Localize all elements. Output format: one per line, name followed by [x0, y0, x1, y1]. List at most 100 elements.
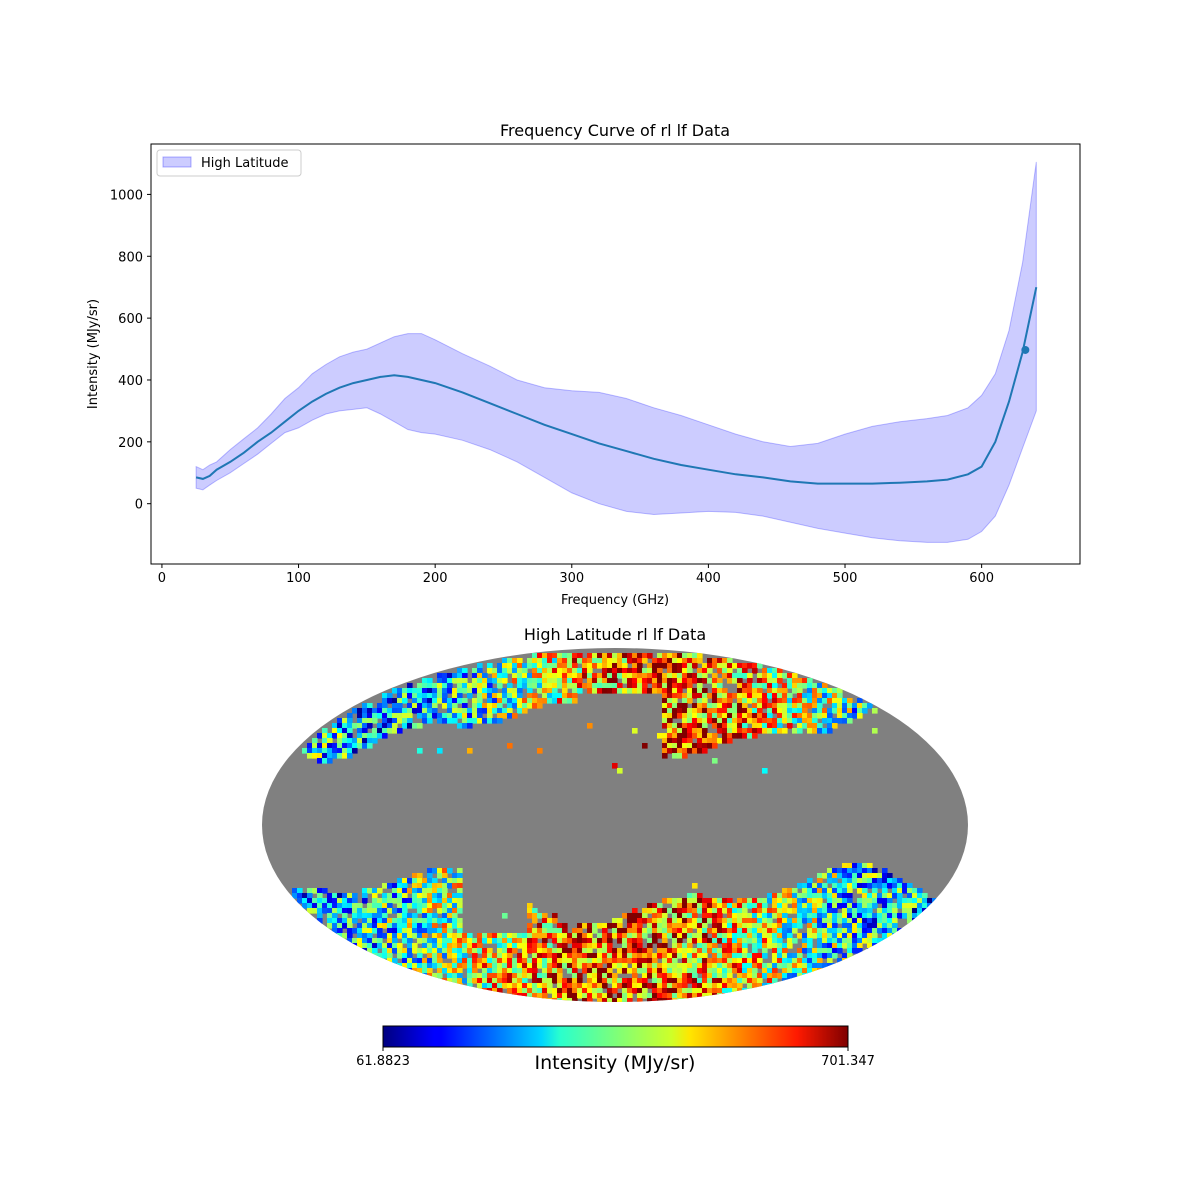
sky-pixel — [522, 993, 528, 999]
sky-pixel — [887, 928, 893, 934]
sky-pixel — [432, 928, 438, 934]
sky-pixel — [807, 918, 813, 924]
sky-pixel — [777, 673, 783, 679]
sky-pixel — [677, 733, 683, 739]
sky-pixel — [792, 938, 798, 944]
sky-pixel — [727, 968, 733, 974]
sky-pixel — [657, 998, 663, 1002]
sky-pixel — [452, 968, 458, 974]
sky-pixel — [572, 658, 578, 664]
sky-pixel — [907, 893, 913, 899]
sky-pixel — [572, 933, 578, 939]
sky-pixel — [507, 963, 513, 969]
sky-pixel — [382, 923, 388, 929]
sky-pixel — [367, 708, 373, 714]
sky-pixel — [607, 948, 613, 954]
sky-pixel — [562, 928, 568, 934]
sky-pixel — [497, 978, 503, 984]
sky-pixel — [862, 923, 868, 929]
sky-pixel — [632, 688, 638, 694]
sky-pixel — [407, 943, 413, 949]
sky-pixel — [787, 698, 793, 704]
sky-pixel — [687, 923, 693, 929]
sky-pixel — [682, 668, 688, 674]
sky-pixel — [657, 908, 663, 914]
sky-pixel — [702, 733, 708, 739]
sky-pixel — [797, 968, 803, 974]
sky-pixel — [367, 923, 373, 929]
sky-pixel — [817, 948, 823, 954]
sky-pixel — [532, 678, 538, 684]
sky-pixel — [787, 678, 793, 684]
sky-pixel — [462, 933, 468, 939]
sky-pixel — [772, 678, 778, 684]
sky-pixel — [587, 923, 593, 929]
sky-pixel — [727, 693, 733, 699]
sky-pixel — [867, 918, 873, 924]
sky-pixel — [547, 928, 553, 934]
sky-pixel — [712, 933, 718, 939]
sky-pixel — [427, 918, 433, 924]
sky-pixel — [712, 743, 718, 749]
sky-pixel — [442, 928, 448, 934]
sky-pixel — [562, 923, 568, 929]
sky-pixel — [672, 693, 678, 699]
sky-pixel — [552, 933, 558, 939]
sky-pixel — [762, 918, 768, 924]
sky-pixel — [507, 938, 513, 944]
sky-pixel — [697, 668, 703, 674]
sky-pixel — [457, 953, 463, 959]
x-tick-label: 500 — [833, 571, 858, 586]
sky-pixel — [737, 723, 743, 729]
sky-pixel — [452, 703, 458, 709]
sky-pixel — [332, 908, 338, 914]
sky-pixel — [452, 973, 458, 979]
sky-pixel — [557, 938, 563, 944]
sky-pixel — [487, 708, 493, 714]
sky-pixel — [382, 953, 388, 959]
sky-pixel — [582, 988, 588, 994]
sky-pixel — [552, 958, 558, 964]
sky-pixel — [442, 908, 448, 914]
sky-pixel — [352, 918, 358, 924]
sky-pixel — [517, 668, 523, 674]
sky-pixel — [412, 893, 418, 899]
sky-pixel — [582, 968, 588, 974]
sky-pixel — [777, 963, 783, 969]
sky-pixel — [637, 998, 643, 1002]
sky-pixel — [742, 973, 748, 979]
sky-pixel — [772, 718, 778, 724]
sky-pixel — [837, 703, 843, 709]
sky-pixel — [647, 993, 653, 999]
sky-pixel — [407, 898, 413, 904]
sky-pixel — [467, 718, 473, 724]
sky-pixel — [677, 983, 683, 989]
sky-pixel — [817, 953, 823, 959]
sky-pixel — [607, 943, 613, 949]
sky-pixel — [707, 733, 713, 739]
sky-pixel — [797, 918, 803, 924]
sky-pixel — [792, 888, 798, 894]
sky-pixel — [372, 948, 378, 954]
sky-pixel — [457, 923, 463, 929]
sky-pixel — [672, 948, 678, 954]
sky-pixel — [702, 908, 708, 914]
sky-pixel — [827, 953, 833, 959]
sky-pixel — [407, 708, 413, 714]
sky-pixel — [372, 893, 378, 899]
sky-pixel — [682, 738, 688, 744]
sky-pixel — [602, 978, 608, 984]
sky-pixel — [782, 978, 788, 984]
sky-pixel — [532, 693, 538, 699]
sky-pixel — [757, 723, 763, 729]
sky-pixel — [397, 893, 403, 899]
sky-pixel — [682, 973, 688, 979]
sky-pixel — [887, 883, 893, 889]
sky-pixel — [722, 978, 728, 984]
sky-pixel — [427, 898, 433, 904]
sky-pixel — [417, 893, 423, 899]
sky-pixel — [822, 728, 828, 734]
sky-pixel — [697, 698, 703, 704]
sky-pixel — [442, 943, 448, 949]
sky-pixel — [667, 953, 673, 959]
